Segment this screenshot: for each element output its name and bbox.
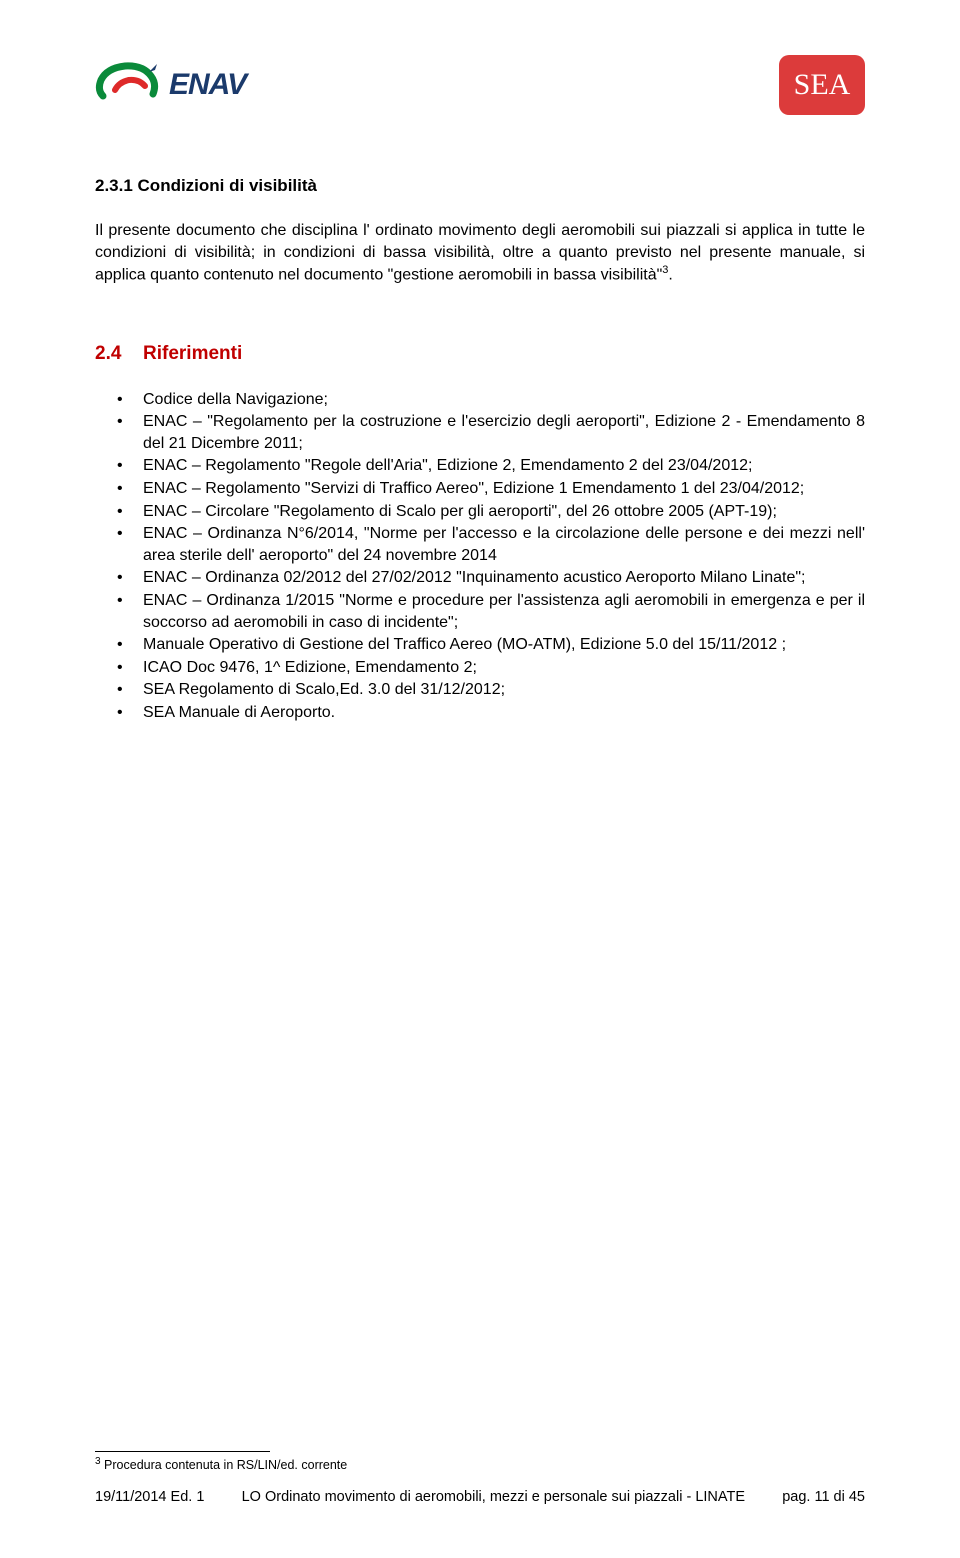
list-item: ENAC – Ordinanza N°6/2014, "Norme per l'… (143, 523, 865, 566)
body-text: Il presente documento che disciplina l' … (95, 222, 865, 284)
references-list: Codice della Navigazione; ENAC – "Regola… (95, 389, 865, 724)
header-logos: ENAV SEA (95, 55, 865, 115)
list-item: ENAC – "Regolamento per la costruzione e… (143, 411, 865, 454)
list-item: Codice della Navigazione; (143, 389, 865, 411)
section-231-body: Il presente documento che disciplina l' … (95, 220, 865, 286)
list-item: ENAC – Ordinanza 02/2012 del 27/02/2012 … (143, 567, 865, 589)
footnote-text: Procedura contenuta in RS/LIN/ed. corren… (101, 1459, 348, 1473)
section-heading-231: 2.3.1 Condizioni di visibilità (95, 175, 865, 198)
enav-logo: ENAV (95, 60, 246, 110)
list-item: ENAC – Circolare "Regolamento di Scalo p… (143, 501, 865, 523)
page-footer: 19/11/2014 Ed. 1 LO Ordinato movimento d… (95, 1488, 865, 1508)
list-item: ENAC – Regolamento "Regole dell'Aria", E… (143, 455, 865, 477)
footer-date-edition: 19/11/2014 Ed. 1 (95, 1488, 204, 1508)
footnote-rule (95, 1451, 270, 1452)
section-24-title: Riferimenti (143, 343, 242, 364)
sea-logo-text: SEA (794, 65, 851, 106)
list-item: ICAO Doc 9476, 1^ Edizione, Emendamento … (143, 657, 865, 679)
list-item: ENAC – Ordinanza 1/2015 "Norme e procedu… (143, 590, 865, 633)
section-heading-24: 2.4Riferimenti (95, 341, 865, 367)
enav-logo-icon (95, 60, 165, 110)
footer-doc-title: LO Ordinato movimento di aeromobili, mez… (242, 1488, 745, 1508)
body-after-sup: . (668, 266, 672, 283)
list-item: Manuale Operativo di Gestione del Traffi… (143, 634, 865, 656)
footer-area: 3 Procedura contenuta in RS/LIN/ed. corr… (95, 1451, 865, 1508)
footnote-3: 3 Procedura contenuta in RS/LIN/ed. corr… (95, 1455, 865, 1474)
enav-logo-text: ENAV (169, 65, 246, 106)
list-item: ENAC – Regolamento "Servizi di Traffico … (143, 478, 865, 500)
footer-page-number: pag. 11 di 45 (782, 1488, 865, 1508)
list-item: SEA Regolamento di Scalo,Ed. 3.0 del 31/… (143, 679, 865, 701)
section-24-num: 2.4 (95, 341, 143, 367)
list-item: SEA Manuale di Aeroporto. (143, 702, 865, 724)
sea-logo: SEA (779, 55, 865, 115)
